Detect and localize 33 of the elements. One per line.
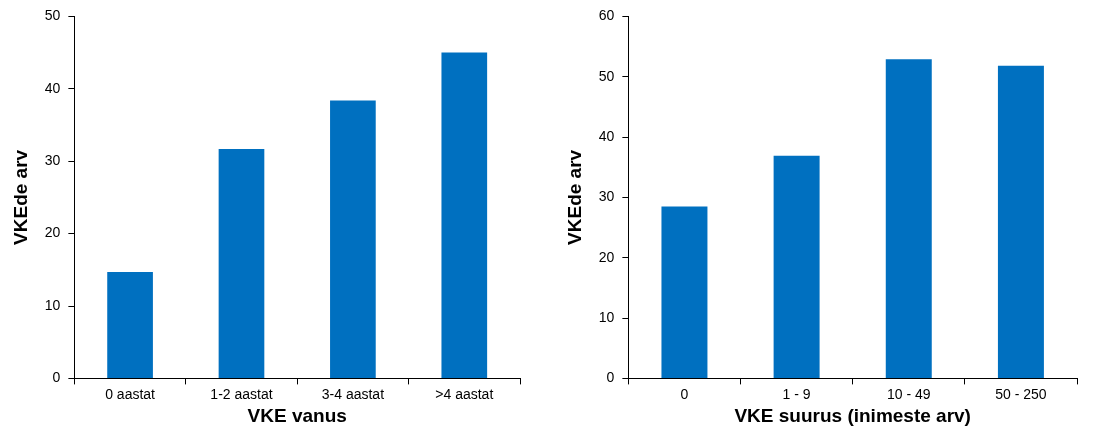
bar (218, 148, 265, 378)
x-tick-label: 10 - 49 (886, 385, 931, 402)
x-tick-label: 0 (680, 385, 689, 402)
y-axis-title: VKEde arv (563, 149, 585, 245)
y-tick-label: 0 (606, 369, 615, 386)
x-tick-label: >4 aastat (435, 385, 494, 402)
y-tick-label: 50 (598, 67, 615, 84)
bar (107, 271, 153, 378)
y-tick-label: 10 (598, 308, 615, 325)
bar (885, 59, 932, 378)
x-axis-title: VKE vanus (247, 404, 347, 426)
bar (773, 155, 820, 378)
x-axis-title: VKE suurus (inimeste arv) (734, 404, 971, 426)
x-tick-label: 1 - 9 (782, 385, 811, 402)
x-tick-label: 1-2 aastat (210, 385, 273, 402)
y-tick-label: 40 (44, 79, 61, 96)
y-tick-label: 40 (598, 127, 615, 144)
y-tick-label: 10 (44, 296, 61, 313)
y-tick-label: 20 (598, 248, 615, 265)
y-tick-label: 50 (44, 7, 61, 24)
y-tick-label: 0 (52, 369, 61, 386)
bar (441, 52, 488, 378)
y-tick-label: 30 (44, 152, 61, 169)
x-tick-label: 3-4 aastat (321, 385, 385, 402)
y-tick-label: 30 (598, 188, 615, 205)
bar (661, 206, 708, 378)
x-tick-label: 50 - 250 (995, 385, 1047, 402)
bar (330, 100, 376, 378)
y-axis-title: VKEde arv (9, 149, 31, 245)
y-tick-label: 20 (44, 224, 61, 241)
bar (997, 65, 1044, 378)
y-tick-label: 60 (598, 7, 615, 24)
x-tick-label: 0 aastat (105, 385, 156, 402)
